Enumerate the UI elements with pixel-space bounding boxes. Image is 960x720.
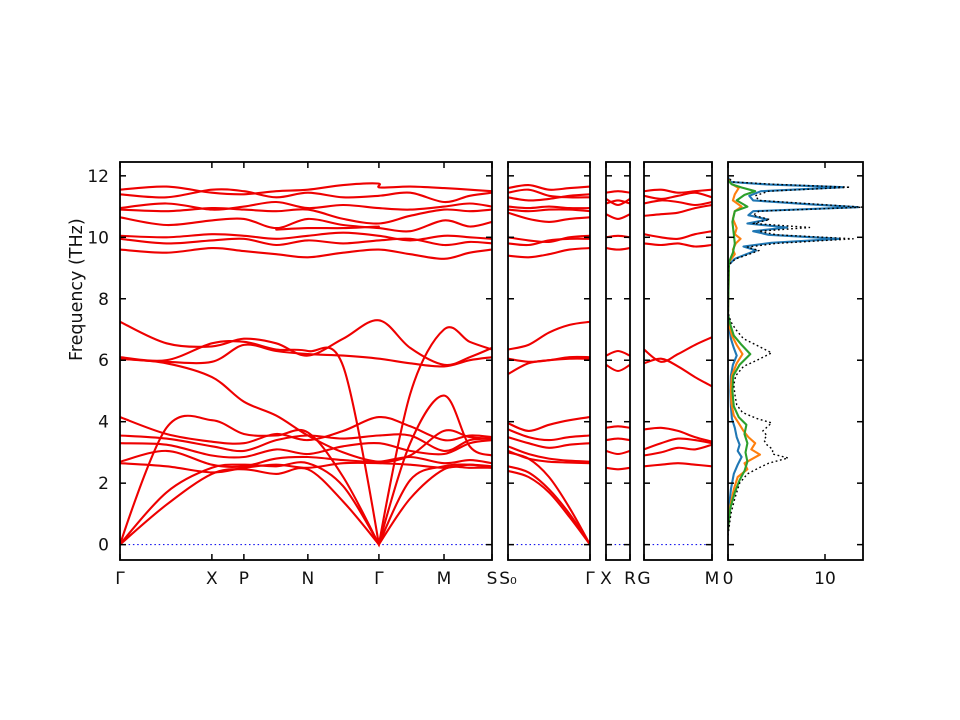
phonon-band-line [508,247,590,259]
phonon-band-line [644,426,712,443]
phonon-band-line [508,465,590,546]
phonon-band-line [120,207,492,225]
x-tick-label: S [487,569,498,589]
x-tick-label: M [437,569,452,589]
phonon-band-line [508,469,590,546]
phonon-band-line [606,466,630,471]
dos-curve-pdos-blue [728,176,860,530]
phonon-band-line [508,208,590,213]
x-tick-label: P [239,569,249,589]
phonon-band-line [644,242,712,248]
x-tick-label: R [624,569,636,589]
phonon-band-line [644,357,712,388]
x-tick-label: X [206,569,218,589]
phonon-band-line [644,203,712,217]
phonon-band-line [120,439,492,459]
phonon-band-line [120,319,492,367]
y-tick-label: 8 [98,290,109,310]
x-tick-label: N [302,569,315,589]
y-tick-label: 0 [98,536,109,556]
phonon-band-line [275,225,380,231]
phonon-band-line [120,394,492,548]
x-tick-label: Γ [115,569,125,589]
dos-frame [727,161,864,561]
phonon-band-line [508,211,590,223]
y-tick-label: 12 [87,167,109,187]
phonon-band-line [508,237,590,247]
x-tick-label: S₀ [499,569,517,589]
dos-panel [728,176,863,536]
phonon-band-line [508,428,590,442]
phonon-band-line [120,231,492,242]
phonon-band-line [120,465,492,547]
phonon-band-line [120,416,492,445]
phonon-band-line [120,216,492,233]
phonon-band-line [644,199,712,207]
y-tick-label: 10 [87,228,109,248]
phonon-band-line [606,199,630,205]
x-tick-label: Γ [585,569,595,589]
phonon-band-line [644,336,712,363]
phonon-band-line [508,449,590,465]
phonon-band-line [644,462,712,468]
phonon-band-line [606,190,630,194]
phonon-band-line [120,357,492,463]
x-tick-label: X [600,569,612,589]
y-tick-label: 6 [98,351,109,371]
y-tick-label: 4 [98,413,109,433]
x-tick-label: M [705,569,720,589]
phonon-band-line [120,326,492,545]
x-tick-label: Γ [374,569,384,589]
dos-curve-total-dos [728,176,863,536]
phonon-band-line [644,437,712,451]
band-panel-1 [120,182,492,548]
phonon-band-line [606,449,630,456]
phonon-band-line [120,247,492,260]
dos-curve-pdos-green [728,179,757,530]
phonon-band-line [120,200,492,211]
phonon-band-line [606,213,630,220]
panel-frame [507,161,591,561]
band-panel-4 [644,188,712,546]
phonon-band-line [644,230,712,240]
band-panel-3 [606,190,630,546]
phonon-band-line [508,416,590,432]
phonon-band-line [644,443,712,457]
y-tick-label: 2 [98,474,109,494]
phonon-band-line [606,437,630,442]
band-panel-2 [508,184,590,546]
phonon-band-line [606,247,630,251]
phonon-band-line [120,461,492,548]
phonon-band-line [120,237,492,247]
dos-x-tick-label: 10 [814,569,836,589]
phonon-band-line [120,343,492,368]
phonon-band-line [644,191,712,200]
panel-frame [605,161,631,561]
phonon-band-line [508,184,590,191]
phonon-band-line [120,182,492,196]
x-tick-label: G [637,569,650,589]
phonon-band-line [606,349,630,357]
phonon-band-line [508,357,590,376]
phonon-band-line [606,425,630,429]
dos-x-tick-label: 0 [723,569,734,589]
phonon-band-line [508,188,590,199]
phonon-band-line [508,436,590,449]
phonon-band-line [508,445,590,463]
phonon-band-line [120,449,492,468]
phonon-band-line [644,188,712,194]
phonon-band-line [508,451,590,546]
phonon-band-line [120,461,492,474]
phonon-band-line [606,363,630,373]
panel-frame [119,161,493,561]
phonon-band-line [508,320,590,351]
panel-frame [643,161,713,561]
phonon-band-line [508,205,590,210]
phonon-band-line [508,234,590,244]
phonon-band-line [508,193,590,202]
phonon-band-line [606,197,630,207]
phonon-band-line [120,188,492,204]
